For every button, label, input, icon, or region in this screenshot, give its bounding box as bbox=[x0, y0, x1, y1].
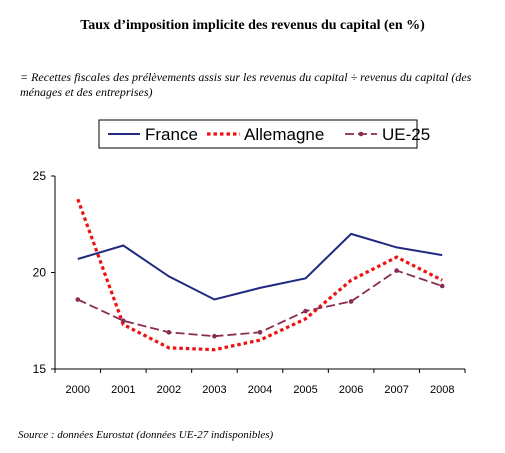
chart-source: Source : données Eurostat (données UE-27… bbox=[18, 429, 274, 441]
x-tick-label: 2003 bbox=[202, 384, 226, 396]
series-lines bbox=[75, 198, 445, 352]
series-line-france bbox=[77, 232, 443, 301]
x-tick-label: 2001 bbox=[111, 384, 135, 396]
axes: 15 20 25 2000 2001 2002 2003 2004 2005 2006 2007 20… bbox=[33, 169, 466, 396]
chart-title: Taux d’imposition implicite des revenus … bbox=[80, 18, 425, 33]
data-point-ue-25 bbox=[121, 318, 126, 324]
series-line-allemagne bbox=[76, 198, 443, 352]
x-tick-label: 2008 bbox=[430, 384, 454, 396]
x-tick-label: 2006 bbox=[339, 384, 363, 396]
x-tick-label: 2005 bbox=[293, 384, 317, 396]
x-tick-label: 2007 bbox=[384, 384, 408, 396]
data-point-ue-25 bbox=[439, 283, 445, 289]
x-tick-label: 2000 bbox=[66, 384, 90, 396]
data-point-ue-25 bbox=[303, 308, 308, 314]
legend-label-france: France bbox=[145, 125, 198, 144]
data-point-ue-25 bbox=[257, 330, 263, 335]
data-point-ue-25 bbox=[166, 330, 172, 335]
legend-label-ue-25: UE-25 bbox=[382, 125, 430, 144]
y-tick-label: 25 bbox=[33, 169, 47, 183]
x-tick-label: 2002 bbox=[157, 384, 181, 396]
x-tick-label: 2004 bbox=[248, 384, 272, 396]
legend-label-allemagne: Allemagne bbox=[244, 125, 324, 144]
data-point-ue-25 bbox=[348, 299, 354, 304]
data-point-ue-25 bbox=[394, 268, 399, 273]
y-tick-label: 20 bbox=[33, 266, 47, 280]
data-point-ue-25 bbox=[212, 333, 217, 339]
legend-marker-ue-25 bbox=[358, 131, 364, 137]
series-line-ue-25 bbox=[77, 269, 443, 338]
legend: France Allemagne UE-25 bbox=[98, 119, 430, 149]
y-tick-label: 15 bbox=[33, 362, 47, 376]
data-point-ue-25 bbox=[75, 297, 81, 302]
chart-subtitle: = Recettes fiscales des prélèvements ass… bbox=[20, 70, 472, 99]
